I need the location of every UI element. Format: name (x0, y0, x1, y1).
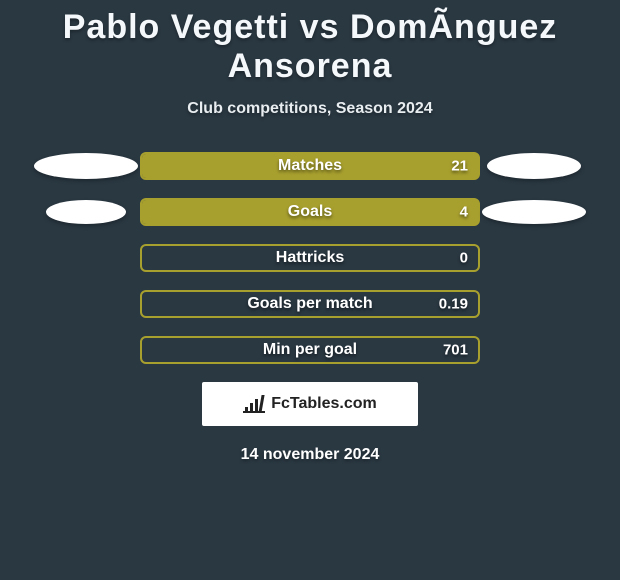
right-cell (480, 153, 588, 179)
right-ellipse (482, 200, 586, 224)
left-cell (32, 153, 140, 179)
stat-label: Goals (288, 203, 332, 221)
stat-bar: Goals 4 (140, 198, 480, 226)
right-ellipse (487, 153, 581, 179)
stat-value: 0 (460, 250, 468, 267)
left-ellipse (46, 200, 126, 224)
stat-bar: Matches 21 (140, 152, 480, 180)
subtitle: Club competitions, Season 2024 (0, 100, 620, 118)
brand-badge: FcTables.com (202, 382, 418, 426)
page-title: Pablo Vegetti vs DomÃnguez Ansorena (0, 8, 620, 86)
stat-label: Hattricks (276, 249, 344, 267)
stat-value: 4 (460, 204, 468, 221)
stat-row: Goals per match 0.19 (0, 290, 620, 318)
stat-row: Matches 21 (0, 152, 620, 180)
stat-label: Goals per match (247, 295, 372, 313)
left-ellipse (34, 153, 138, 179)
stat-row: Min per goal 701 (0, 336, 620, 364)
stat-bar: Hattricks 0 (140, 244, 480, 272)
date-text: 14 november 2024 (0, 446, 620, 464)
stat-value: 701 (443, 342, 468, 359)
left-cell (32, 200, 140, 224)
stat-label: Min per goal (263, 341, 357, 359)
stats-container: Matches 21 Goals 4 Hattricks 0 (0, 152, 620, 364)
stat-value: 0.19 (439, 296, 468, 313)
right-cell (480, 200, 588, 224)
stat-row: Hattricks 0 (0, 244, 620, 272)
stat-label: Matches (278, 157, 342, 175)
stat-row: Goals 4 (0, 198, 620, 226)
chart-icon (243, 395, 265, 413)
stat-value: 21 (451, 158, 468, 175)
brand-text: FcTables.com (271, 395, 377, 413)
stat-bar: Goals per match 0.19 (140, 290, 480, 318)
stat-bar: Min per goal 701 (140, 336, 480, 364)
